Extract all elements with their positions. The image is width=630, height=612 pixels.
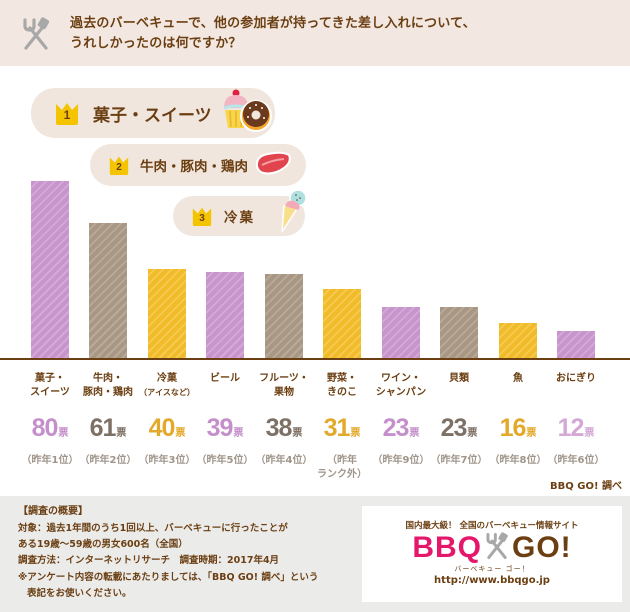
category-frozen-dessert: 冷菓 （アイスなど） 40票 （昨年3位） [138, 372, 196, 468]
category-onigiri: おにぎり 12票 （昨年6位） [547, 372, 605, 468]
category-label: 冷菓 （アイスなど） [139, 373, 195, 397]
crown-icon: 3 [192, 206, 212, 226]
vote-count: 61票 [89, 414, 127, 442]
crown-icon: 2 [109, 155, 129, 175]
category-label: 貝類 [449, 373, 469, 384]
bar-fruit [265, 274, 303, 358]
bar-shellfish [440, 307, 478, 358]
survey-note-line-1: ※アンケート内容の転載にあたりましては、「BBQ GO! 調べ」という [18, 572, 319, 583]
category-fish: 魚 16票 （昨年8位） [489, 372, 547, 468]
bar-beer [206, 272, 244, 358]
rank-1-label: 菓子・スイーツ [93, 105, 212, 126]
bar-onigiri [557, 331, 595, 358]
cupcake-donut-icon [220, 86, 274, 140]
x-axis-baseline [0, 358, 630, 360]
bbqgo-logo-box: 国内最大級！ 全国のバーベキュー情報サイト BBQ GO! バーベキュー ゴー！… [362, 506, 622, 602]
previous-rank: （昨年6位） [547, 455, 605, 466]
previous-rank: （昨年4位） [255, 455, 313, 466]
fork-spatula-icon [22, 17, 50, 51]
bar-sweets [31, 181, 69, 358]
question-line-2: うれしかったのは何ですか？ [70, 36, 242, 51]
vote-count: 23票 [440, 414, 478, 442]
bar-wine [382, 307, 420, 358]
question-header: 過去のバーベキューで、他の参加者が持ってきた差し入れについて、 うれしかったのは… [0, 0, 630, 66]
logo-brand-go: GO! [512, 531, 572, 564]
survey-target-line-1: 対象：過去1年間のうち1回以上、バーベキューに行ったことが [18, 523, 288, 534]
category-meat: 牛肉・ 豚肉・鶏肉 61票 （昨年2位） [79, 372, 137, 468]
category-vegetables: 野菜・ きのこ 31票 （昨年 ランク外） [313, 372, 371, 482]
vote-count: 40票 [148, 414, 186, 442]
vote-count: 31票 [323, 414, 361, 442]
vote-count: 39票 [206, 414, 244, 442]
bar-chart: 1 菓子・スイーツ 2 牛肉・豚肉・鶏肉 [0, 66, 630, 476]
category-label: フルーツ・ 果物 [259, 373, 309, 398]
source-credit: BBQ GO! 調べ [550, 481, 622, 492]
bar-area [0, 66, 630, 358]
site-url-link[interactable]: http://www.bbqgo.jp [434, 575, 550, 586]
previous-rank: （昨年1位） [21, 455, 79, 466]
logo-kana: バーベキュー ゴー！ [454, 565, 530, 573]
previous-rank: （昨年5位） [196, 455, 254, 466]
previous-rank: （昨年8位） [489, 455, 547, 466]
footer: 【調査の概要】 対象：過去1年間のうち1回以上、バーベキューに行ったことが ある… [0, 496, 630, 612]
category-beer: ビール 39票 （昨年5位） [196, 372, 254, 468]
vote-count: 12票 [557, 414, 595, 442]
fork-spatula-icon [484, 532, 510, 564]
logo-brand-bbq: BBQ [412, 531, 482, 564]
category-fruit: フルーツ・ 果物 38票 （昨年4位） [255, 372, 313, 468]
survey-note-line-2: 表記をお使いください。 [27, 588, 132, 599]
meat-icon [254, 150, 292, 180]
bar-fish [499, 323, 537, 358]
rank-2-label: 牛肉・豚肉・鶏肉 [140, 159, 248, 175]
bar-vegetables [323, 289, 361, 358]
category-label: 菓子・ スイーツ [30, 373, 70, 398]
category-sweets: 菓子・ スイーツ 80票 （昨年1位） [21, 372, 79, 468]
previous-rank: （昨年 ランク外） [317, 455, 367, 480]
bbqgo-logo: BBQ GO! [362, 531, 622, 564]
previous-rank: （昨年2位） [79, 455, 137, 466]
category-label: おにぎり [556, 373, 596, 384]
vote-count: 16票 [499, 414, 537, 442]
rank-3-label: 冷菓 [224, 210, 255, 226]
rank-1-bubble: 1 菓子・スイーツ [31, 88, 275, 138]
logo-tagline: 国内最大級！ 全国のバーベキュー情報サイト [405, 521, 579, 531]
vote-count: 23票 [382, 414, 420, 442]
previous-rank: （昨年3位） [138, 455, 196, 466]
vote-count: 80票 [31, 414, 69, 442]
category-label: 魚 [513, 373, 523, 384]
category-wine: ワイン・ シャンパン 23票 （昨年9位） [372, 372, 430, 468]
bar-frozen-dessert [148, 269, 186, 358]
previous-rank: （昨年9位） [372, 455, 430, 466]
question-text: 過去のバーベキューで、他の参加者が持ってきた差し入れについて、 うれしかったのは… [70, 14, 476, 54]
category-label: ビール [210, 373, 240, 384]
question-line-1: 過去のバーベキューで、他の参加者が持ってきた差し入れについて、 [70, 16, 476, 31]
survey-title: 【調査の概要】 [18, 506, 88, 517]
rank-2-bubble: 2 牛肉・豚肉・鶏肉 [90, 144, 306, 186]
crown-icon: 1 [55, 101, 79, 125]
survey-overview: 【調査の概要】 対象：過去1年間のうち1回以上、バーベキューに行ったことが ある… [18, 504, 358, 601]
survey-target-line-2: ある19歳～59歳の男女600名（全国） [18, 539, 188, 550]
previous-rank: （昨年7位） [430, 455, 488, 466]
vote-count: 38票 [265, 414, 303, 442]
ice-cream-cone-icon [278, 186, 310, 238]
category-label: ワイン・ シャンパン [375, 373, 427, 398]
category-label: 野菜・ きのこ [327, 373, 357, 398]
category-shellfish: 貝類 23票 （昨年7位） [430, 372, 488, 468]
bar-meat [89, 223, 127, 358]
survey-method: 調査方法：インターネットリサーチ 調査時期：2017年4月 [18, 555, 280, 566]
category-label: 牛肉・ 豚肉・鶏肉 [83, 373, 133, 398]
